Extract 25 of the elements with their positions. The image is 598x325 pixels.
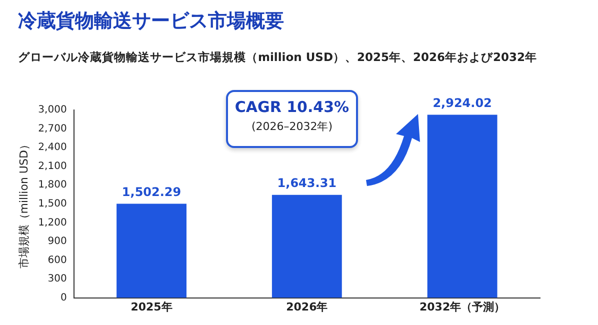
y-tick-label: 2,700 bbox=[38, 123, 67, 134]
bar bbox=[272, 194, 342, 298]
chart-title: 冷蔵貨物輸送サービス市場概要 bbox=[18, 9, 284, 34]
y-tick-label: 900 bbox=[48, 236, 67, 248]
data-label: 1,502.29 bbox=[122, 184, 182, 199]
bar bbox=[427, 114, 498, 298]
data-label: 1,643.31 bbox=[277, 176, 337, 190]
y-tick-label: 1,800 bbox=[38, 180, 67, 191]
y-tick-label: 3,000 bbox=[38, 104, 67, 116]
bar bbox=[116, 204, 186, 298]
x-tick-label: 2032年（予測） bbox=[419, 300, 506, 314]
data-label: 2,924.02 bbox=[432, 96, 492, 110]
y-tick-label: 600 bbox=[48, 254, 67, 266]
y-tick-label: 2,400 bbox=[38, 142, 67, 154]
y-tick-label: 1,200 bbox=[38, 217, 67, 228]
x-tick-label: 2026年 bbox=[286, 300, 328, 314]
annotation: (2026–2032年) bbox=[250, 119, 334, 134]
y-tick-label: 300 bbox=[48, 274, 67, 285]
annotation: CAGR 10.43% bbox=[234, 98, 350, 116]
x-tick-label: 2025年 bbox=[130, 300, 172, 314]
y-tick-label: 1,500 bbox=[38, 198, 67, 210]
y-axis-title: 市場規模（million USD） bbox=[17, 139, 30, 269]
y-tick-label: 0 bbox=[60, 292, 67, 304]
y-tick-label: 2,100 bbox=[38, 160, 67, 172]
chart-subtitle: グローバル冷蔵貨物輸送サービス市場規模（million USD）、2025年、2026年および2032年 bbox=[18, 50, 538, 65]
